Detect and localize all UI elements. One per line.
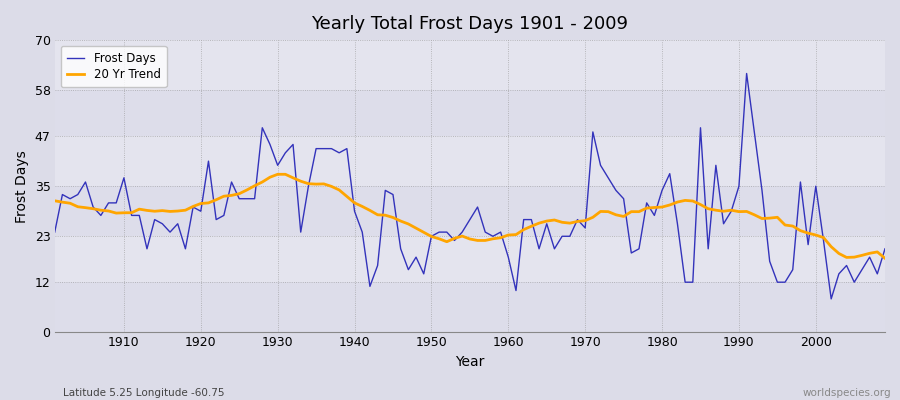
Frost Days <box>595 163 606 168</box>
20 Yr Trend <box>288 176 299 180</box>
Frost Days <box>326 146 337 151</box>
20 Yr Trend <box>503 233 514 238</box>
Bar <box>55 186 885 236</box>
Frost Days <box>826 296 837 301</box>
Bar <box>55 90 885 136</box>
20 Yr Trend <box>879 256 890 261</box>
20 Yr Trend <box>510 232 521 237</box>
20 Yr Trend <box>111 211 122 216</box>
Frost Days <box>50 230 60 234</box>
Bar <box>55 282 885 332</box>
20 Yr Trend <box>334 188 345 192</box>
Text: worldspecies.org: worldspecies.org <box>803 388 891 398</box>
Frost Days <box>879 246 890 251</box>
X-axis label: Year: Year <box>455 355 484 369</box>
Legend: Frost Days, 20 Yr Trend: Frost Days, 20 Yr Trend <box>60 46 166 87</box>
Frost Days <box>742 71 752 76</box>
Line: 20 Yr Trend: 20 Yr Trend <box>55 174 885 258</box>
Line: Frost Days: Frost Days <box>55 74 885 299</box>
20 Yr Trend <box>603 209 614 214</box>
Frost Days <box>503 255 514 260</box>
Frost Days <box>111 200 122 205</box>
20 Yr Trend <box>50 198 60 203</box>
Frost Days <box>280 150 291 155</box>
Y-axis label: Frost Days: Frost Days <box>15 150 29 222</box>
Title: Yearly Total Frost Days 1901 - 2009: Yearly Total Frost Days 1901 - 2009 <box>311 15 628 33</box>
Text: Latitude 5.25 Longitude -60.75: Latitude 5.25 Longitude -60.75 <box>63 388 224 398</box>
Frost Days <box>495 230 506 234</box>
20 Yr Trend <box>273 172 284 177</box>
